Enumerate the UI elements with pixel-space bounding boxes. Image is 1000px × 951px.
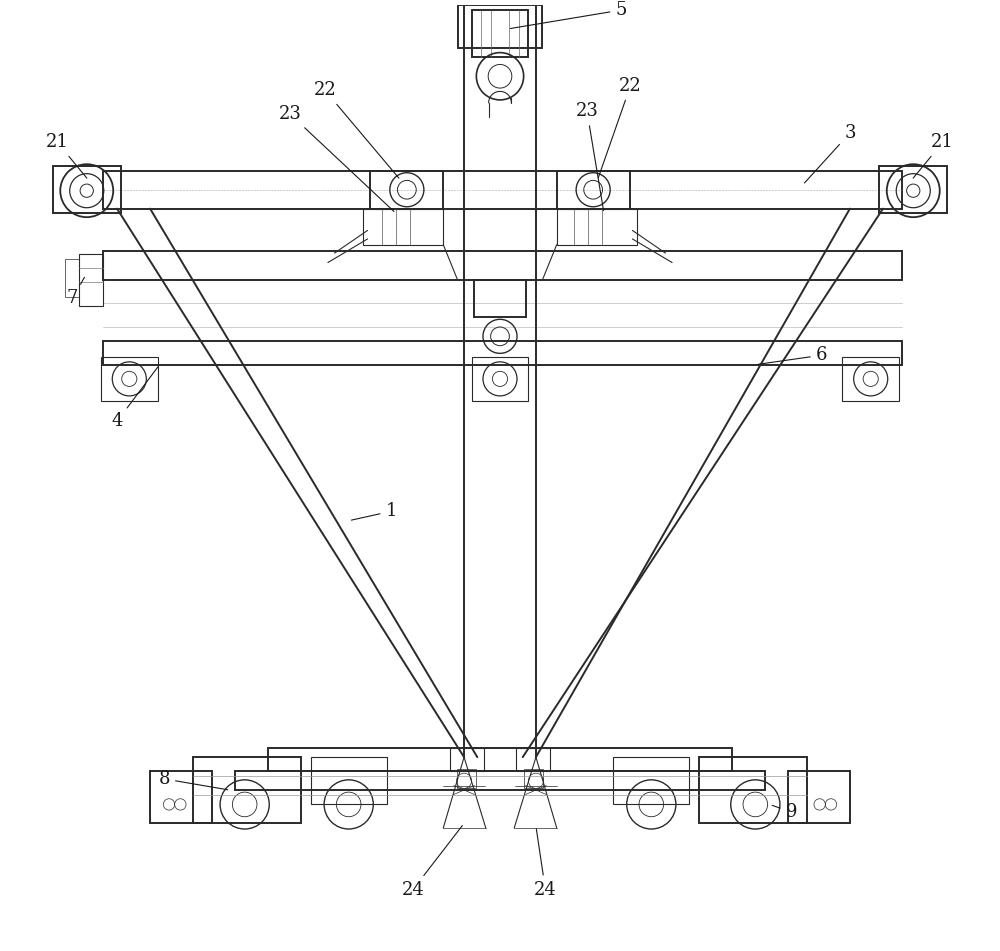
- Bar: [842, 358, 899, 400]
- Bar: [457, 769, 476, 788]
- Bar: [103, 341, 902, 364]
- Bar: [79, 254, 103, 306]
- Bar: [193, 757, 301, 824]
- Bar: [879, 166, 947, 213]
- Text: 5: 5: [510, 1, 627, 29]
- Text: 23: 23: [279, 106, 394, 211]
- Text: 9: 9: [772, 803, 797, 821]
- Text: 24: 24: [402, 825, 462, 899]
- Bar: [311, 757, 387, 805]
- Bar: [150, 771, 212, 824]
- Bar: [458, 6, 542, 48]
- Bar: [788, 771, 850, 824]
- Bar: [65, 259, 79, 297]
- Bar: [363, 208, 443, 244]
- Bar: [450, 747, 484, 771]
- Bar: [268, 747, 732, 771]
- Text: 3: 3: [804, 124, 856, 183]
- Text: 22: 22: [598, 77, 642, 178]
- Text: 24: 24: [534, 829, 557, 899]
- Text: 21: 21: [46, 133, 87, 178]
- Bar: [524, 769, 543, 788]
- Bar: [53, 166, 121, 213]
- Text: 8: 8: [159, 770, 228, 789]
- Bar: [103, 251, 902, 280]
- Text: 21: 21: [913, 133, 954, 178]
- Bar: [516, 747, 550, 771]
- Text: 22: 22: [314, 82, 399, 178]
- Bar: [613, 757, 689, 805]
- Text: 1: 1: [351, 502, 397, 520]
- Text: 6: 6: [758, 346, 827, 364]
- Bar: [370, 171, 443, 208]
- Bar: [699, 757, 807, 824]
- Bar: [472, 358, 528, 400]
- Text: 23: 23: [576, 103, 604, 210]
- Bar: [472, 10, 528, 57]
- Bar: [103, 171, 902, 208]
- Bar: [235, 771, 765, 790]
- Bar: [474, 280, 526, 318]
- Bar: [557, 208, 637, 244]
- Bar: [101, 358, 158, 400]
- Text: 7: 7: [67, 278, 84, 307]
- Text: 4: 4: [111, 367, 158, 431]
- Bar: [557, 171, 630, 208]
